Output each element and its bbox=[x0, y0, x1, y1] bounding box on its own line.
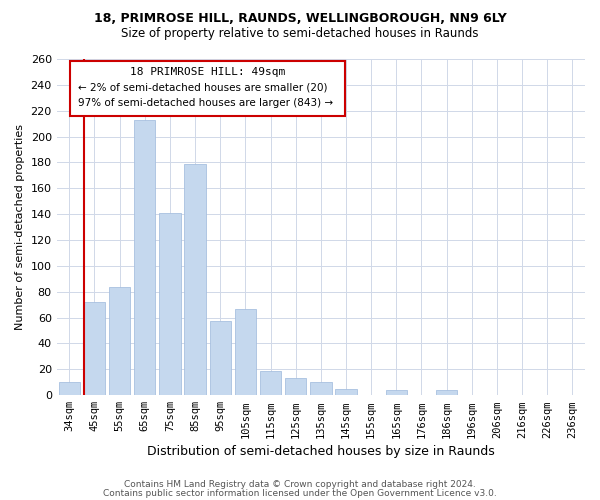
Bar bbox=[59, 382, 80, 395]
Bar bbox=[436, 390, 457, 395]
Y-axis label: Number of semi-detached properties: Number of semi-detached properties bbox=[15, 124, 25, 330]
Text: 18, PRIMROSE HILL, RAUNDS, WELLINGBOROUGH, NN9 6LY: 18, PRIMROSE HILL, RAUNDS, WELLINGBOROUG… bbox=[94, 12, 506, 26]
Text: ← 2% of semi-detached houses are smaller (20): ← 2% of semi-detached houses are smaller… bbox=[78, 82, 328, 92]
Text: 97% of semi-detached houses are larger (843) →: 97% of semi-detached houses are larger (… bbox=[78, 98, 333, 108]
Text: Contains HM Land Registry data © Crown copyright and database right 2024.: Contains HM Land Registry data © Crown c… bbox=[124, 480, 476, 489]
Bar bbox=[209, 322, 231, 395]
Bar bbox=[310, 382, 332, 395]
Bar bbox=[335, 388, 356, 395]
Text: 18 PRIMROSE HILL: 49sqm: 18 PRIMROSE HILL: 49sqm bbox=[130, 68, 285, 78]
Bar bbox=[159, 213, 181, 395]
Bar bbox=[184, 164, 206, 395]
Bar bbox=[386, 390, 407, 395]
Bar bbox=[84, 302, 105, 395]
Text: Size of property relative to semi-detached houses in Raunds: Size of property relative to semi-detach… bbox=[121, 28, 479, 40]
X-axis label: Distribution of semi-detached houses by size in Raunds: Distribution of semi-detached houses by … bbox=[147, 444, 495, 458]
Text: Contains public sector information licensed under the Open Government Licence v3: Contains public sector information licen… bbox=[103, 488, 497, 498]
FancyBboxPatch shape bbox=[70, 60, 344, 116]
Bar bbox=[235, 308, 256, 395]
Bar bbox=[109, 286, 130, 395]
Bar bbox=[285, 378, 307, 395]
Bar bbox=[134, 120, 155, 395]
Bar bbox=[260, 370, 281, 395]
